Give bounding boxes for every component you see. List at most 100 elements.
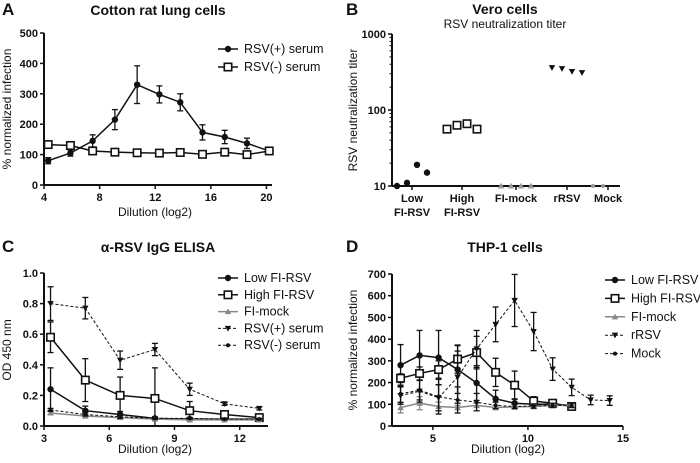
y-tick-label: 100 — [20, 150, 38, 162]
data-point — [118, 414, 123, 419]
chart-title: Vero cells — [472, 1, 538, 17]
series-rsv-serum — [44, 65, 273, 165]
legend-label: Low FI-RSV — [631, 273, 699, 287]
series-rsv-serum — [47, 407, 263, 422]
y-axis-label: % normalized infection — [346, 290, 360, 411]
series-rsv-serum — [43, 140, 274, 160]
legend-marker — [224, 45, 232, 53]
x-axis-label: Dilution (log2) — [118, 205, 192, 219]
y-tick-label: 200 — [368, 378, 386, 390]
data-point — [511, 297, 518, 304]
data-point — [88, 146, 98, 156]
legend-item: FI-mock — [605, 310, 677, 324]
data-point — [43, 140, 53, 150]
data-point — [493, 403, 498, 408]
data-point — [156, 91, 163, 98]
data-point-square-open — [462, 119, 472, 129]
data-point — [177, 99, 184, 106]
data-point — [569, 403, 574, 408]
legend-marker — [224, 308, 232, 315]
y-axis-label: OD 450 nm — [0, 319, 14, 380]
legend-label: RSV(+) serum — [244, 42, 324, 56]
x-tick-label: 8 — [97, 192, 103, 204]
chart-title: Cotton rat lung cells — [90, 2, 226, 18]
x-tick-label: 16 — [205, 192, 217, 204]
data-point — [568, 384, 575, 391]
data-point — [48, 407, 53, 412]
legend-label: High FI-RSV — [631, 291, 700, 305]
data-point — [491, 367, 501, 377]
series-line — [400, 299, 610, 402]
data-point-square-open — [452, 120, 462, 130]
legend-label: rRSV — [631, 328, 662, 342]
data-point — [417, 388, 422, 393]
category-label: Mock — [594, 193, 623, 205]
data-point — [47, 301, 54, 307]
y-tick-label: 400 — [20, 58, 38, 70]
data-point — [151, 346, 159, 353]
data-point — [154, 148, 164, 158]
data-point — [415, 368, 425, 378]
y-tick-label: 600 — [368, 291, 386, 303]
legend-item: RSV(-) serum — [218, 338, 320, 352]
data-point — [242, 150, 252, 160]
data-point — [111, 116, 119, 123]
data-point — [510, 380, 520, 390]
data-point — [82, 305, 89, 312]
panel-letter: B — [346, 0, 358, 19]
panel-D: D THP-1 cells % normalized infection Diluti… — [346, 237, 700, 456]
x-tick-label: 10 — [522, 433, 534, 445]
legend-item: RSV(-) serum — [218, 60, 320, 74]
series-line — [400, 389, 572, 407]
data-point — [175, 147, 185, 157]
data-point — [397, 362, 404, 369]
data-point — [47, 409, 54, 416]
series-line — [400, 351, 572, 408]
data-point-triangle-down — [568, 69, 576, 75]
data-point — [133, 81, 141, 88]
y-tick-label: 0.6 — [23, 329, 38, 341]
y-tick-label: 300 — [368, 356, 386, 368]
data-point — [110, 147, 120, 157]
category-label: rRSV — [554, 193, 582, 205]
y-tick-label: 500 — [368, 312, 386, 324]
data-point-triangle-up — [497, 182, 505, 189]
data-point-circle — [393, 182, 401, 190]
data-point — [185, 406, 195, 416]
data-point — [474, 400, 479, 405]
x-tick-label: 20 — [260, 192, 272, 204]
legend-marker — [611, 313, 619, 320]
data-point-circle — [423, 169, 431, 176]
data-point — [222, 417, 227, 422]
data-point-circle — [403, 179, 411, 187]
y-tick-label: 400 — [368, 334, 386, 346]
series-line — [400, 354, 572, 407]
category-label: FI-RSV — [444, 207, 481, 219]
data-point — [257, 417, 262, 422]
x-axis-label: Dilution (log2) — [471, 442, 545, 456]
legend-item: Low FI-RSV — [218, 271, 312, 285]
data-point — [243, 140, 251, 147]
legend-marker — [223, 290, 233, 300]
data-point — [132, 148, 142, 158]
data-point-square-open — [442, 124, 452, 134]
x-tick-label: 12 — [234, 433, 246, 445]
data-point — [152, 416, 157, 421]
data-point — [454, 374, 461, 381]
data-point — [549, 366, 556, 373]
data-point — [221, 401, 228, 408]
data-point — [473, 346, 480, 353]
data-point-triangle-up — [507, 182, 515, 189]
y-tick-label: 0.2 — [23, 390, 38, 402]
y-tick-label: 1000 — [362, 29, 386, 41]
data-point — [67, 149, 74, 157]
data-point — [150, 393, 160, 403]
panel-A: A Cotton rat lung cells % normalized infec… — [0, 0, 324, 219]
category-label: High — [450, 193, 475, 205]
data-point — [587, 397, 594, 404]
data-point — [397, 404, 404, 411]
series-high-fi-rsv — [46, 321, 264, 427]
legend-marker — [224, 274, 232, 282]
data-point — [186, 386, 193, 393]
legend-marker — [223, 62, 233, 72]
